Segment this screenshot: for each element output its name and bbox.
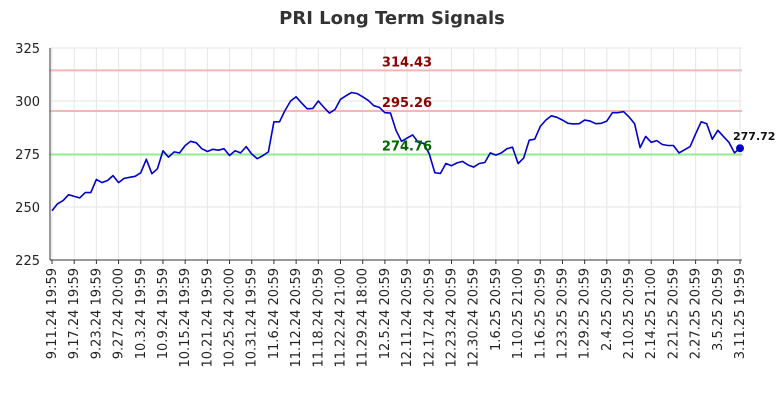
x-tick-label: 12.30.24 20:59 <box>467 268 482 368</box>
chart-title: PRI Long Term Signals <box>279 8 505 29</box>
x-tick-label: 3.11.25 19:59 <box>733 268 748 359</box>
x-tick-label: 3.5.25 20:59 <box>711 268 726 351</box>
x-tick-label: 1.16.25 20:59 <box>533 268 548 359</box>
axes: 225 250 275 300 325 9.11.24 19:59 9.17.24 19:5… <box>15 42 748 368</box>
x-tick-label: 10.15.24 19:59 <box>178 268 193 368</box>
y-tick-label: 275 <box>15 148 40 163</box>
x-tick-label: 11.22.24 21:00 <box>334 268 349 368</box>
reference-line-label: 274.76 <box>382 140 432 155</box>
x-tick-label: 10.21.24 19:59 <box>200 268 215 368</box>
y-tick-label: 225 <box>15 254 40 269</box>
x-tick-label: 10.3.24 19:59 <box>134 268 149 359</box>
last-value-marker <box>736 144 744 153</box>
x-tick-label: 10.25.24 20:00 <box>223 268 238 368</box>
x-tick-label: 2.21.25 20:59 <box>666 268 681 359</box>
y-tick-label: 300 <box>15 95 40 110</box>
x-tick-label: 1.29.25 20:59 <box>578 268 593 359</box>
x-tick-label: 9.17.24 19:59 <box>67 268 82 359</box>
x-tick-label: 2.4.25 20:59 <box>600 268 615 351</box>
x-tick-label: 1.23.25 20:59 <box>555 268 570 359</box>
y-tick-label: 325 <box>15 42 40 57</box>
x-tick-label: 9.27.24 20:00 <box>112 268 127 359</box>
x-tick-label: 9.23.24 19:59 <box>89 268 104 359</box>
reference-line-label: 295.26 <box>382 96 432 111</box>
x-tick-label: 2.27.25 20:59 <box>689 268 704 359</box>
price-line <box>51 91 741 212</box>
x-tick-label: 11.18.24 20:59 <box>311 268 326 368</box>
x-tick-label: 2.14.25 21:00 <box>644 268 659 359</box>
x-tick-label: 12.23.24 20:59 <box>444 268 459 368</box>
y-tick-label: 250 <box>15 201 40 216</box>
x-tick-label: 11.6.24 20:59 <box>267 268 282 359</box>
x-tick-label: 11.12.24 20:59 <box>289 268 304 368</box>
x-tick-label: 9.11.24 19:59 <box>45 268 60 359</box>
x-tick-label: 1.10.25 21:00 <box>511 268 526 359</box>
last-value-label: 277.72 <box>733 130 775 143</box>
x-tick-label: 10.9.24 19:59 <box>156 268 171 359</box>
annotation-labels: 314.43 295.26 274.76 277.72 <box>382 55 776 154</box>
series-layer <box>51 91 744 212</box>
x-tick-label: 1.6.25 20:59 <box>489 268 504 351</box>
x-tick-label: 2.10.25 20:59 <box>622 268 637 359</box>
x-tick-label: 12.5.24 20:59 <box>378 268 393 359</box>
x-tick-label: 12.11.24 20:59 <box>400 268 415 368</box>
x-tick-label: 12.17.24 20:59 <box>422 268 437 368</box>
x-tick-label: 10.31.24 19:59 <box>245 268 260 368</box>
reference-line-label: 314.43 <box>382 55 432 70</box>
x-tick-label: 11.29.24 18:00 <box>356 268 371 368</box>
